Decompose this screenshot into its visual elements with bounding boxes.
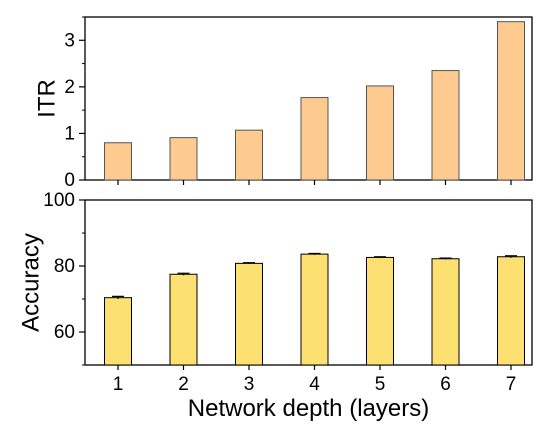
itr-y-tick-label: 2 [64, 77, 75, 98]
itr-panel: 0 1 2 3 ITR [33, 16, 533, 191]
x-ticks: 1 2 3 4 5 6 7 [113, 374, 517, 395]
accuracy-bar-7 [497, 256, 525, 366]
itr-y-tick-label: 1 [64, 123, 75, 144]
x-tick-label-1: 1 [113, 374, 124, 395]
itr-bar-2 [169, 137, 198, 181]
accuracy-bar-1 [104, 297, 132, 366]
x-tick-label-3: 3 [244, 374, 255, 395]
accuracy-panel: 60 80 100 Accuracy [17, 190, 533, 370]
accuracy-bars [104, 252, 525, 366]
x-tick-label-7: 7 [506, 374, 517, 395]
itr-bars [104, 21, 525, 181]
accuracy-bar-3 [235, 262, 263, 366]
itr-y-ticks: 0 1 2 3 [64, 16, 512, 191]
itr-bar-1 [104, 142, 132, 181]
accuracy-y-tick-label: 100 [43, 190, 75, 211]
itr-bar-4 [300, 97, 329, 181]
itr-bar-7 [497, 21, 525, 181]
accuracy-bar-6 [431, 258, 460, 366]
itr-bar-3 [235, 129, 263, 181]
accuracy-bar-5 [366, 256, 394, 366]
accuracy-bar-4 [300, 253, 329, 366]
accuracy-y-tick-label: 80 [54, 256, 75, 277]
x-tick-label-6: 6 [440, 374, 451, 395]
x-tick-label-2: 2 [178, 374, 189, 395]
x-axis-label: Network depth (layers) [188, 395, 429, 422]
accuracy-bar-2 [169, 273, 198, 366]
x-tick-label-5: 5 [375, 374, 386, 395]
itr-bar-6 [431, 70, 460, 181]
x-tick-label-4: 4 [309, 374, 320, 395]
accuracy-y-axis-label: Accuracy [17, 233, 44, 332]
itr-y-tick-label: 3 [64, 30, 75, 51]
accuracy-y-tick-label: 60 [54, 322, 75, 343]
itr-y-tick-label: 0 [64, 170, 75, 191]
itr-y-axis-label: ITR [33, 79, 60, 118]
accuracy-y-ticks: 60 80 100 [43, 190, 512, 370]
itr-bar-5 [366, 85, 394, 181]
